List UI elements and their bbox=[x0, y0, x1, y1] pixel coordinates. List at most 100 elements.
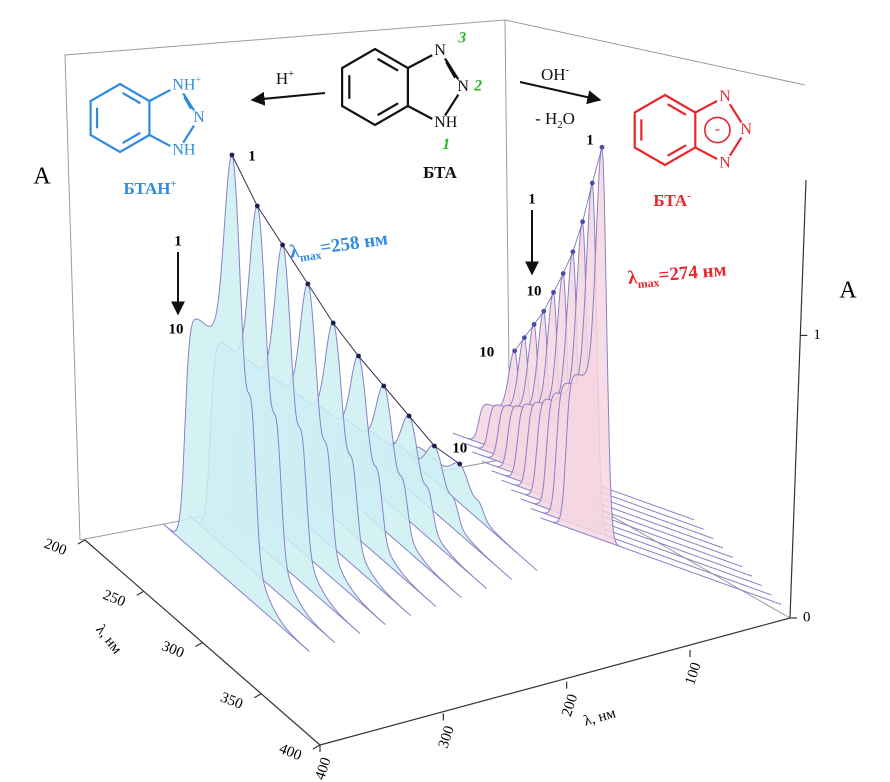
peak-point bbox=[254, 203, 260, 209]
lambda-max-label-part: λ bbox=[627, 268, 639, 290]
series-label: 1 bbox=[586, 133, 594, 149]
peak-point bbox=[541, 308, 547, 314]
tick-mark bbox=[195, 641, 203, 648]
x-tick-label: 300 bbox=[436, 724, 458, 750]
atom-label-part: NH bbox=[172, 141, 196, 158]
bond bbox=[122, 131, 141, 144]
peak-point bbox=[551, 289, 556, 295]
lambda-max-label: λmax=274 нм bbox=[627, 260, 728, 292]
bond bbox=[182, 92, 195, 111]
reagent: OH- bbox=[541, 65, 570, 84]
peak-point bbox=[580, 219, 585, 225]
spectrum bbox=[462, 336, 704, 530]
peak-point bbox=[381, 383, 387, 389]
atom-number: 2 bbox=[473, 78, 482, 95]
charge: - bbox=[715, 121, 720, 138]
bond bbox=[667, 144, 687, 157]
tick-mark bbox=[312, 744, 321, 750]
peak-trend bbox=[514, 147, 603, 352]
molecule bbox=[341, 47, 460, 127]
atom-label-part: N bbox=[457, 78, 469, 95]
lambda-max-label: λmax=258 нм bbox=[288, 229, 389, 266]
bond bbox=[377, 57, 399, 72]
atom-label: N bbox=[740, 121, 752, 138]
atom-label: N bbox=[719, 154, 731, 171]
peak-point bbox=[406, 413, 412, 419]
right-wall-top bbox=[504, 19, 806, 86]
reagent-part: H bbox=[276, 69, 288, 88]
bond bbox=[728, 103, 743, 123]
atom-label-part: N bbox=[434, 42, 446, 59]
atom-label: NH+ bbox=[172, 74, 201, 93]
atom-label-part: N bbox=[719, 87, 731, 104]
species-name: БТА bbox=[423, 163, 458, 182]
peak-point bbox=[356, 353, 361, 359]
spectrum bbox=[481, 310, 724, 549]
peak-point bbox=[229, 152, 235, 158]
spectrum bbox=[501, 271, 743, 568]
lambda-max-label-part: =258 нм bbox=[319, 229, 389, 259]
bond bbox=[148, 88, 171, 102]
benzene-ring bbox=[341, 47, 409, 127]
bond bbox=[182, 125, 195, 144]
atom-label-part: N bbox=[719, 154, 731, 171]
molecule bbox=[89, 82, 195, 154]
peak-point bbox=[432, 443, 437, 449]
peak-point bbox=[560, 271, 566, 276]
series-label: 10 bbox=[479, 344, 494, 360]
atom-label: N bbox=[457, 78, 469, 95]
benzene-ring bbox=[89, 82, 151, 154]
peak-point bbox=[570, 249, 576, 255]
arrow-label: 1 bbox=[174, 233, 182, 249]
bond bbox=[667, 103, 687, 116]
bond bbox=[444, 94, 460, 117]
species-name-part: БТАН bbox=[123, 179, 170, 198]
aromatic-circle bbox=[703, 116, 731, 144]
atom-label: NH bbox=[434, 114, 458, 131]
peak-point bbox=[512, 348, 518, 354]
benzene-ring bbox=[633, 93, 697, 167]
reaction-arrow bbox=[250, 91, 326, 106]
y-axis bbox=[789, 179, 807, 619]
atom-label-part: + bbox=[195, 74, 201, 85]
atom-label-part: NH bbox=[434, 114, 458, 131]
atom-label: N bbox=[719, 87, 731, 104]
reagent: H+ bbox=[276, 69, 294, 88]
x-tick-label: 300 bbox=[159, 638, 186, 661]
reagent-part: + bbox=[288, 69, 294, 80]
series-label: 10 bbox=[452, 440, 467, 456]
x-tick-label: 350 bbox=[218, 690, 245, 713]
bond bbox=[407, 54, 433, 69]
species-name: БТАН+ bbox=[123, 179, 176, 198]
bond bbox=[694, 99, 718, 114]
peak-trend bbox=[231, 154, 460, 465]
atom-label: N bbox=[434, 42, 446, 59]
molecule bbox=[633, 93, 743, 167]
bond bbox=[377, 102, 399, 117]
atom-label-part: N bbox=[740, 121, 752, 138]
x-tick-label: 200 bbox=[559, 692, 581, 718]
x-axis-title: λ, нм bbox=[92, 622, 125, 658]
y-tick-label: 0 bbox=[803, 609, 811, 625]
lambda-max-label-part: λ bbox=[288, 241, 301, 263]
species-name-part: - bbox=[687, 191, 691, 202]
spectrum bbox=[530, 182, 772, 596]
arrow-label: 10 bbox=[527, 283, 542, 299]
y-axis-title: A bbox=[33, 164, 51, 190]
bond bbox=[148, 134, 171, 148]
lambda-max-label-part: =274 нм bbox=[658, 260, 728, 287]
arrow-label: 10 bbox=[169, 321, 184, 337]
arrow-label: 1 bbox=[528, 191, 536, 207]
tick-mark bbox=[136, 590, 145, 596]
atom-label-part: NH bbox=[172, 76, 196, 93]
peak-point bbox=[305, 281, 311, 287]
species-name-part: БТА bbox=[653, 191, 688, 210]
species-name-part: + bbox=[171, 179, 177, 190]
spectrum bbox=[163, 154, 310, 652]
lambda-max-label-part: max bbox=[299, 249, 322, 265]
atom-label: N bbox=[193, 109, 205, 126]
bond bbox=[445, 61, 457, 79]
peak-point bbox=[589, 180, 595, 186]
